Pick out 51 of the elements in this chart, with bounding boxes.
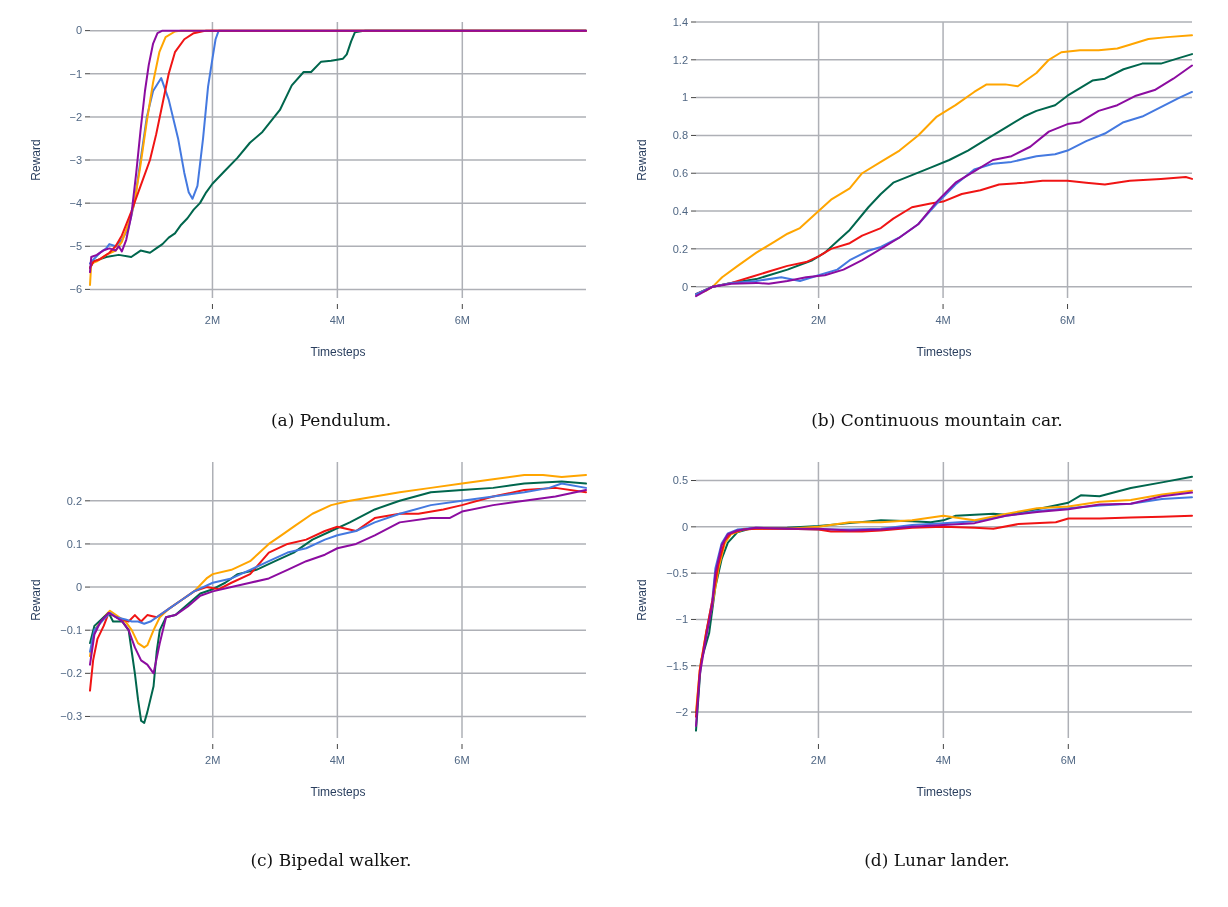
y-axis-title: Reward	[635, 579, 649, 621]
y-tick-label: −2	[675, 705, 688, 718]
y-tick-label: −0.5	[666, 566, 688, 579]
x-axis-title: Timesteps	[310, 785, 366, 799]
y-axis-title: Reward	[29, 139, 43, 181]
y-tick-label: −1	[675, 613, 688, 626]
y-tick-label: −0.2	[60, 667, 82, 680]
y-tick-label: 0.6	[672, 167, 688, 180]
x-axis-title: Timesteps	[916, 785, 972, 799]
x-tick-label: 2M	[810, 754, 827, 766]
x-tick-label: 6M	[1059, 314, 1076, 326]
y-tick-label: 1.2	[672, 53, 688, 66]
x-tick-label: 6M	[454, 754, 470, 766]
x-tick-label: 4M	[329, 314, 346, 326]
y-tick-label: −6	[69, 283, 82, 296]
y-tick-label: 0	[75, 580, 82, 593]
y-tick-label: −2	[69, 110, 82, 123]
y-tick-label: 0	[75, 24, 82, 37]
text: (c) Bipedal walker.	[250, 850, 412, 870]
y-tick-label: −1.5	[666, 659, 688, 672]
x-tick-label: 2M	[810, 314, 827, 326]
y-tick-label: 0.2	[672, 242, 688, 255]
x-tick-label: 6M	[1060, 754, 1076, 766]
y-tick-label: 1.4	[672, 15, 688, 28]
x-tick-label: 4M	[935, 314, 951, 326]
y-tick-label: 0.2	[66, 494, 82, 507]
x-tick-label: 6M	[454, 314, 470, 326]
y-tick-label: −4	[69, 196, 82, 209]
x-tick-label: 4M	[329, 754, 346, 766]
x-axis-title: Timesteps	[916, 345, 972, 359]
y-tick-label: −3	[69, 153, 82, 166]
x-tick-label: 2M	[204, 314, 221, 326]
text: (b) Continuous mountain car.	[811, 410, 1063, 430]
text: (d) Lunar lander.	[864, 850, 1010, 870]
y-tick-label: −0.3	[60, 710, 82, 723]
y-tick-label: 0.1	[66, 537, 82, 550]
y-tick-label: 0	[681, 280, 688, 293]
y-tick-label: −5	[69, 240, 82, 253]
y-tick-label: 0.4	[672, 204, 688, 217]
y-tick-label: 0.5	[672, 474, 688, 487]
x-tick-label: 4M	[935, 754, 952, 766]
y-tick-label: 0.8	[672, 129, 688, 142]
text: (a) Pendulum.	[270, 410, 392, 430]
y-axis-title: Reward	[29, 579, 43, 621]
y-tick-label: 0	[681, 520, 688, 533]
x-tick-label: 2M	[205, 754, 221, 766]
y-tick-label: 1	[681, 91, 688, 104]
y-tick-label: −1	[69, 67, 82, 80]
y-axis-title: Reward	[635, 139, 649, 181]
y-tick-label: −0.1	[60, 624, 82, 637]
x-axis-title: Timesteps	[310, 345, 366, 359]
